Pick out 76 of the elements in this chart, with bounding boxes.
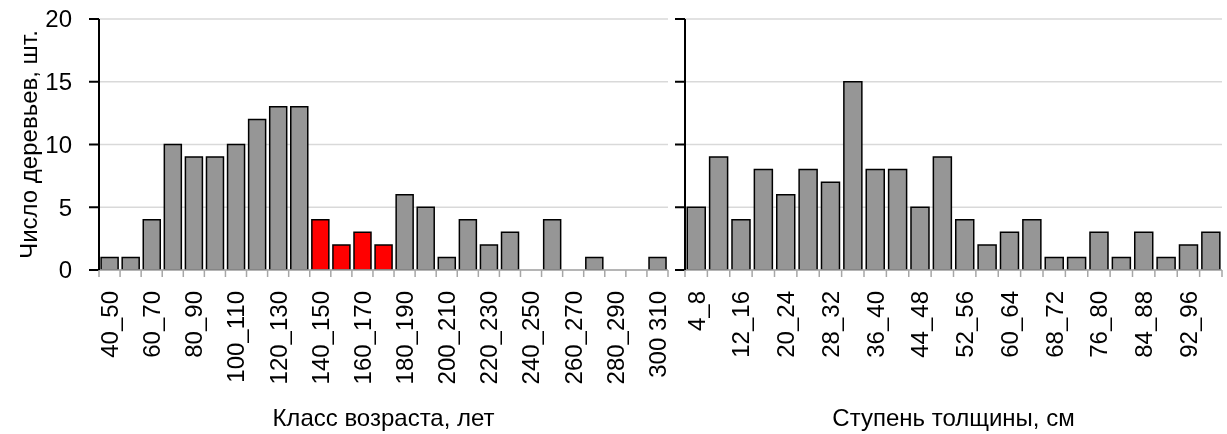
bar	[226, 143, 246, 270]
bar	[1044, 256, 1064, 270]
bar	[708, 156, 729, 270]
bar	[999, 231, 1020, 270]
bar	[954, 219, 975, 270]
x-tick-label: 44_48	[906, 291, 934, 358]
bar	[205, 156, 225, 270]
bar	[932, 156, 953, 270]
bar	[374, 244, 393, 270]
x-axis-title: Ступень толщины, см	[832, 404, 1075, 431]
x-tick-label: 100_110	[222, 291, 250, 383]
x-tick-label: 200_210	[433, 291, 461, 385]
y-tick-label: 5	[58, 193, 72, 221]
y-tick-label: 15	[45, 68, 72, 96]
bar	[910, 206, 930, 270]
bar	[1089, 231, 1109, 270]
y-tick-label: 10	[45, 130, 72, 158]
bar	[887, 168, 908, 270]
bar	[121, 256, 140, 270]
bar	[268, 106, 288, 270]
x-tick-label: 92_96	[1174, 291, 1202, 358]
bar	[775, 193, 796, 270]
bar	[247, 118, 267, 270]
x-tick-label: 4_8	[682, 291, 710, 332]
bar	[977, 244, 997, 270]
x-tick-label: 52_56	[951, 291, 979, 358]
bar	[290, 106, 309, 270]
bar	[479, 244, 499, 270]
bar	[648, 256, 667, 270]
bar	[1022, 219, 1042, 270]
bar	[184, 156, 204, 270]
x-tick-label: 280_290	[601, 291, 629, 385]
x-tick-label: 20_24	[772, 291, 800, 358]
bar	[820, 181, 841, 270]
x-tick-label: 180_190	[390, 291, 418, 385]
x-tick-label: 60_64	[995, 291, 1023, 358]
x-tick-label: 68_72	[1040, 291, 1068, 358]
x-axis-title: Класс возраста, лет	[272, 404, 495, 431]
bar	[585, 256, 604, 270]
x-tick-label: 140_150	[306, 291, 334, 385]
bar	[1133, 231, 1154, 270]
bar	[1201, 231, 1221, 270]
x-tick-label: 84_88	[1130, 291, 1158, 358]
bar	[332, 244, 351, 270]
x-tick-label: 12_16	[727, 291, 755, 358]
bar	[542, 219, 562, 270]
bar	[458, 219, 478, 270]
bar	[311, 219, 330, 270]
x-tick-label: 60_70	[138, 291, 166, 358]
x-tick-label: 40_50	[95, 291, 123, 358]
bar	[416, 206, 435, 270]
bar	[500, 231, 520, 270]
y-tick-label: 0	[58, 256, 72, 284]
y-tick-label: 20	[45, 5, 72, 33]
bar	[753, 168, 774, 270]
bar	[843, 81, 863, 270]
x-tick-label: 76_80	[1085, 291, 1113, 358]
bar	[865, 168, 885, 270]
bar	[142, 219, 162, 270]
bar	[395, 193, 414, 270]
bar	[353, 231, 372, 270]
x-tick-label: 120_130	[264, 291, 292, 385]
bar	[1178, 244, 1199, 270]
x-tick-label: 220_230	[475, 291, 503, 385]
bar	[798, 168, 818, 270]
bar	[1156, 256, 1176, 270]
x-tick-label: 240_250	[517, 291, 545, 385]
x-tick-label: 300 310	[643, 291, 671, 378]
bar	[731, 219, 751, 270]
x-tick-label: 36_40	[861, 291, 889, 358]
y-axis-title: Число деревьев, шт.	[14, 30, 42, 259]
bar	[163, 143, 183, 270]
x-tick-label: 260_270	[559, 291, 587, 385]
x-tick-label: 80_90	[180, 291, 208, 358]
x-tick-label: 28_32	[816, 291, 844, 358]
x-tick-label: 160_170	[348, 291, 376, 385]
